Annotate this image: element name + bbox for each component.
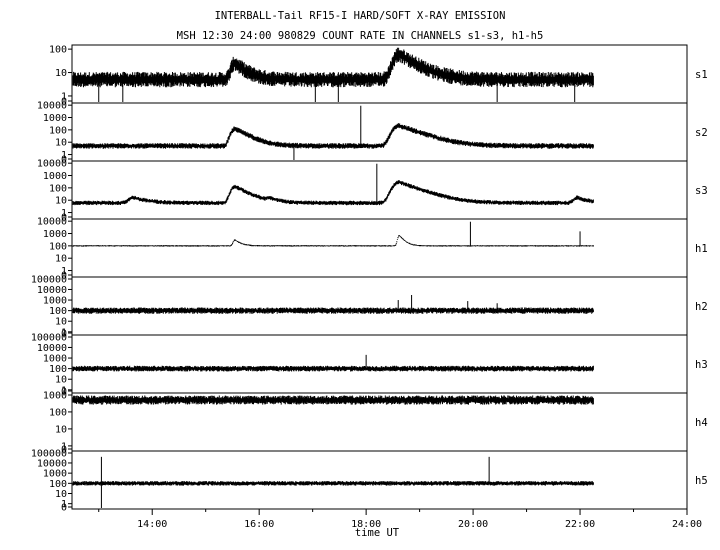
panel-frame bbox=[71, 450, 688, 510]
y-tick-label: 100 bbox=[49, 364, 67, 375]
x-tick-label: 22:00 bbox=[565, 519, 595, 530]
x-axis-label: time UT bbox=[355, 527, 400, 539]
channel-label-h5: h5 bbox=[695, 475, 708, 487]
y-tick-label: 100 bbox=[49, 306, 67, 317]
y-tick-label: 10 bbox=[55, 489, 67, 500]
y-tick-label: 1 bbox=[61, 91, 67, 102]
y-tick-label: 1 bbox=[61, 266, 67, 277]
y-tick-label: 10 bbox=[55, 424, 67, 435]
y-tick-label: 1000 bbox=[43, 113, 67, 124]
y-tick-label: 10 bbox=[55, 375, 67, 386]
channel-label-s3: s3 bbox=[695, 185, 708, 197]
x-tick-label: 20:00 bbox=[458, 519, 488, 530]
panel-h4: 1000 100 10 10 h4 bbox=[43, 391, 708, 456]
channel-label-s2: s2 bbox=[695, 127, 708, 139]
y-tick-label: 100000 bbox=[31, 449, 67, 460]
y-tick-label: 10 bbox=[55, 68, 67, 79]
panel-frame bbox=[71, 102, 688, 162]
chart-subtitle: MSH 12:30 24:00 980829 COUNT RATE IN CHA… bbox=[177, 30, 544, 42]
x-tick-label: 24:00 bbox=[672, 519, 702, 530]
y-tick-label: 10 bbox=[55, 138, 67, 149]
y-tick-label: 1000 bbox=[43, 171, 67, 182]
y-tick-label: 10000 bbox=[37, 159, 67, 170]
panel-s1: 100 10 10 s1 bbox=[49, 44, 708, 108]
y-tick-label: 10000 bbox=[37, 458, 67, 469]
x-axis: 14:00 16:00 18:00 20:00 22:00 24:00 bbox=[98, 509, 702, 530]
trace-h4 bbox=[72, 395, 594, 405]
y-tick-label: 10 bbox=[55, 196, 67, 207]
channel-label-h1: h1 bbox=[695, 243, 708, 255]
x-tick-label: 14:00 bbox=[137, 519, 167, 530]
y-tick-label: 1 bbox=[61, 150, 67, 161]
panels: 1001010s11000010001001010s21000010001001… bbox=[31, 44, 708, 514]
y-tick-label: 1000 bbox=[43, 469, 67, 480]
trace-h1 bbox=[72, 235, 594, 247]
y-tick-label: 0 bbox=[61, 503, 67, 514]
y-tick-label: 1 bbox=[61, 499, 67, 510]
panel-frame bbox=[71, 160, 688, 220]
y-tick-label: 10 bbox=[55, 254, 67, 265]
panel-frame bbox=[71, 276, 688, 336]
y-tick-label: 1 bbox=[61, 385, 67, 396]
channel-label-h3: h3 bbox=[695, 359, 708, 371]
y-tick-label: 1 bbox=[61, 208, 67, 219]
y-tick-label: 10000 bbox=[37, 101, 67, 112]
y-tick-label: 1000 bbox=[43, 391, 67, 402]
trace-s2 bbox=[72, 123, 594, 149]
y-tick-label: 1000 bbox=[43, 296, 67, 307]
y-tick-label: 100 bbox=[49, 45, 67, 56]
y-tick-label: 0 bbox=[61, 97, 67, 108]
trace-s3 bbox=[72, 180, 594, 206]
y-tick-label: 100000 bbox=[31, 275, 67, 286]
y-tick-label: 100 bbox=[49, 407, 67, 418]
y-tick-label: 1000 bbox=[43, 354, 67, 365]
chart-title: INTERBALL-Tail RF15-I HARD/SOFT X-RAY EM… bbox=[215, 10, 506, 22]
trace-h3 bbox=[72, 365, 594, 372]
y-tick-label: 100 bbox=[49, 479, 67, 490]
trace-h5 bbox=[72, 481, 594, 486]
y-tick-label: 0 bbox=[61, 155, 67, 166]
y-tick-label: 0 bbox=[61, 271, 67, 282]
panel-frame bbox=[71, 218, 688, 278]
trace-s1 bbox=[72, 47, 594, 88]
y-tick-label: 1000 bbox=[43, 229, 67, 240]
trace-h2 bbox=[72, 307, 594, 314]
y-tick-label: 100 bbox=[49, 125, 67, 136]
y-tick-label: 1 bbox=[61, 441, 67, 452]
y-tick-label: 0 bbox=[61, 213, 67, 224]
y-tick-label: 100 bbox=[49, 241, 67, 252]
y-tick-label: 10000 bbox=[37, 285, 67, 296]
panel-frame bbox=[71, 334, 688, 394]
y-tick-label: 0 bbox=[61, 329, 67, 340]
y-tick-label: 1 bbox=[61, 327, 67, 338]
x-tick-label: 16:00 bbox=[244, 519, 274, 530]
y-tick-label: 10000 bbox=[37, 343, 67, 354]
y-tick-label: 0 bbox=[61, 387, 67, 398]
channel-label-h2: h2 bbox=[695, 301, 708, 313]
channel-label-s1: s1 bbox=[695, 69, 708, 81]
y-tick-label: 10 bbox=[55, 317, 67, 328]
y-tick-label: 100000 bbox=[31, 333, 67, 344]
y-tick-label: 10000 bbox=[37, 217, 67, 228]
y-tick-label: 0 bbox=[61, 445, 67, 456]
channel-label-h4: h4 bbox=[695, 417, 708, 429]
y-tick-label: 100 bbox=[49, 183, 67, 194]
x-tick-label: 18:00 bbox=[351, 519, 381, 530]
